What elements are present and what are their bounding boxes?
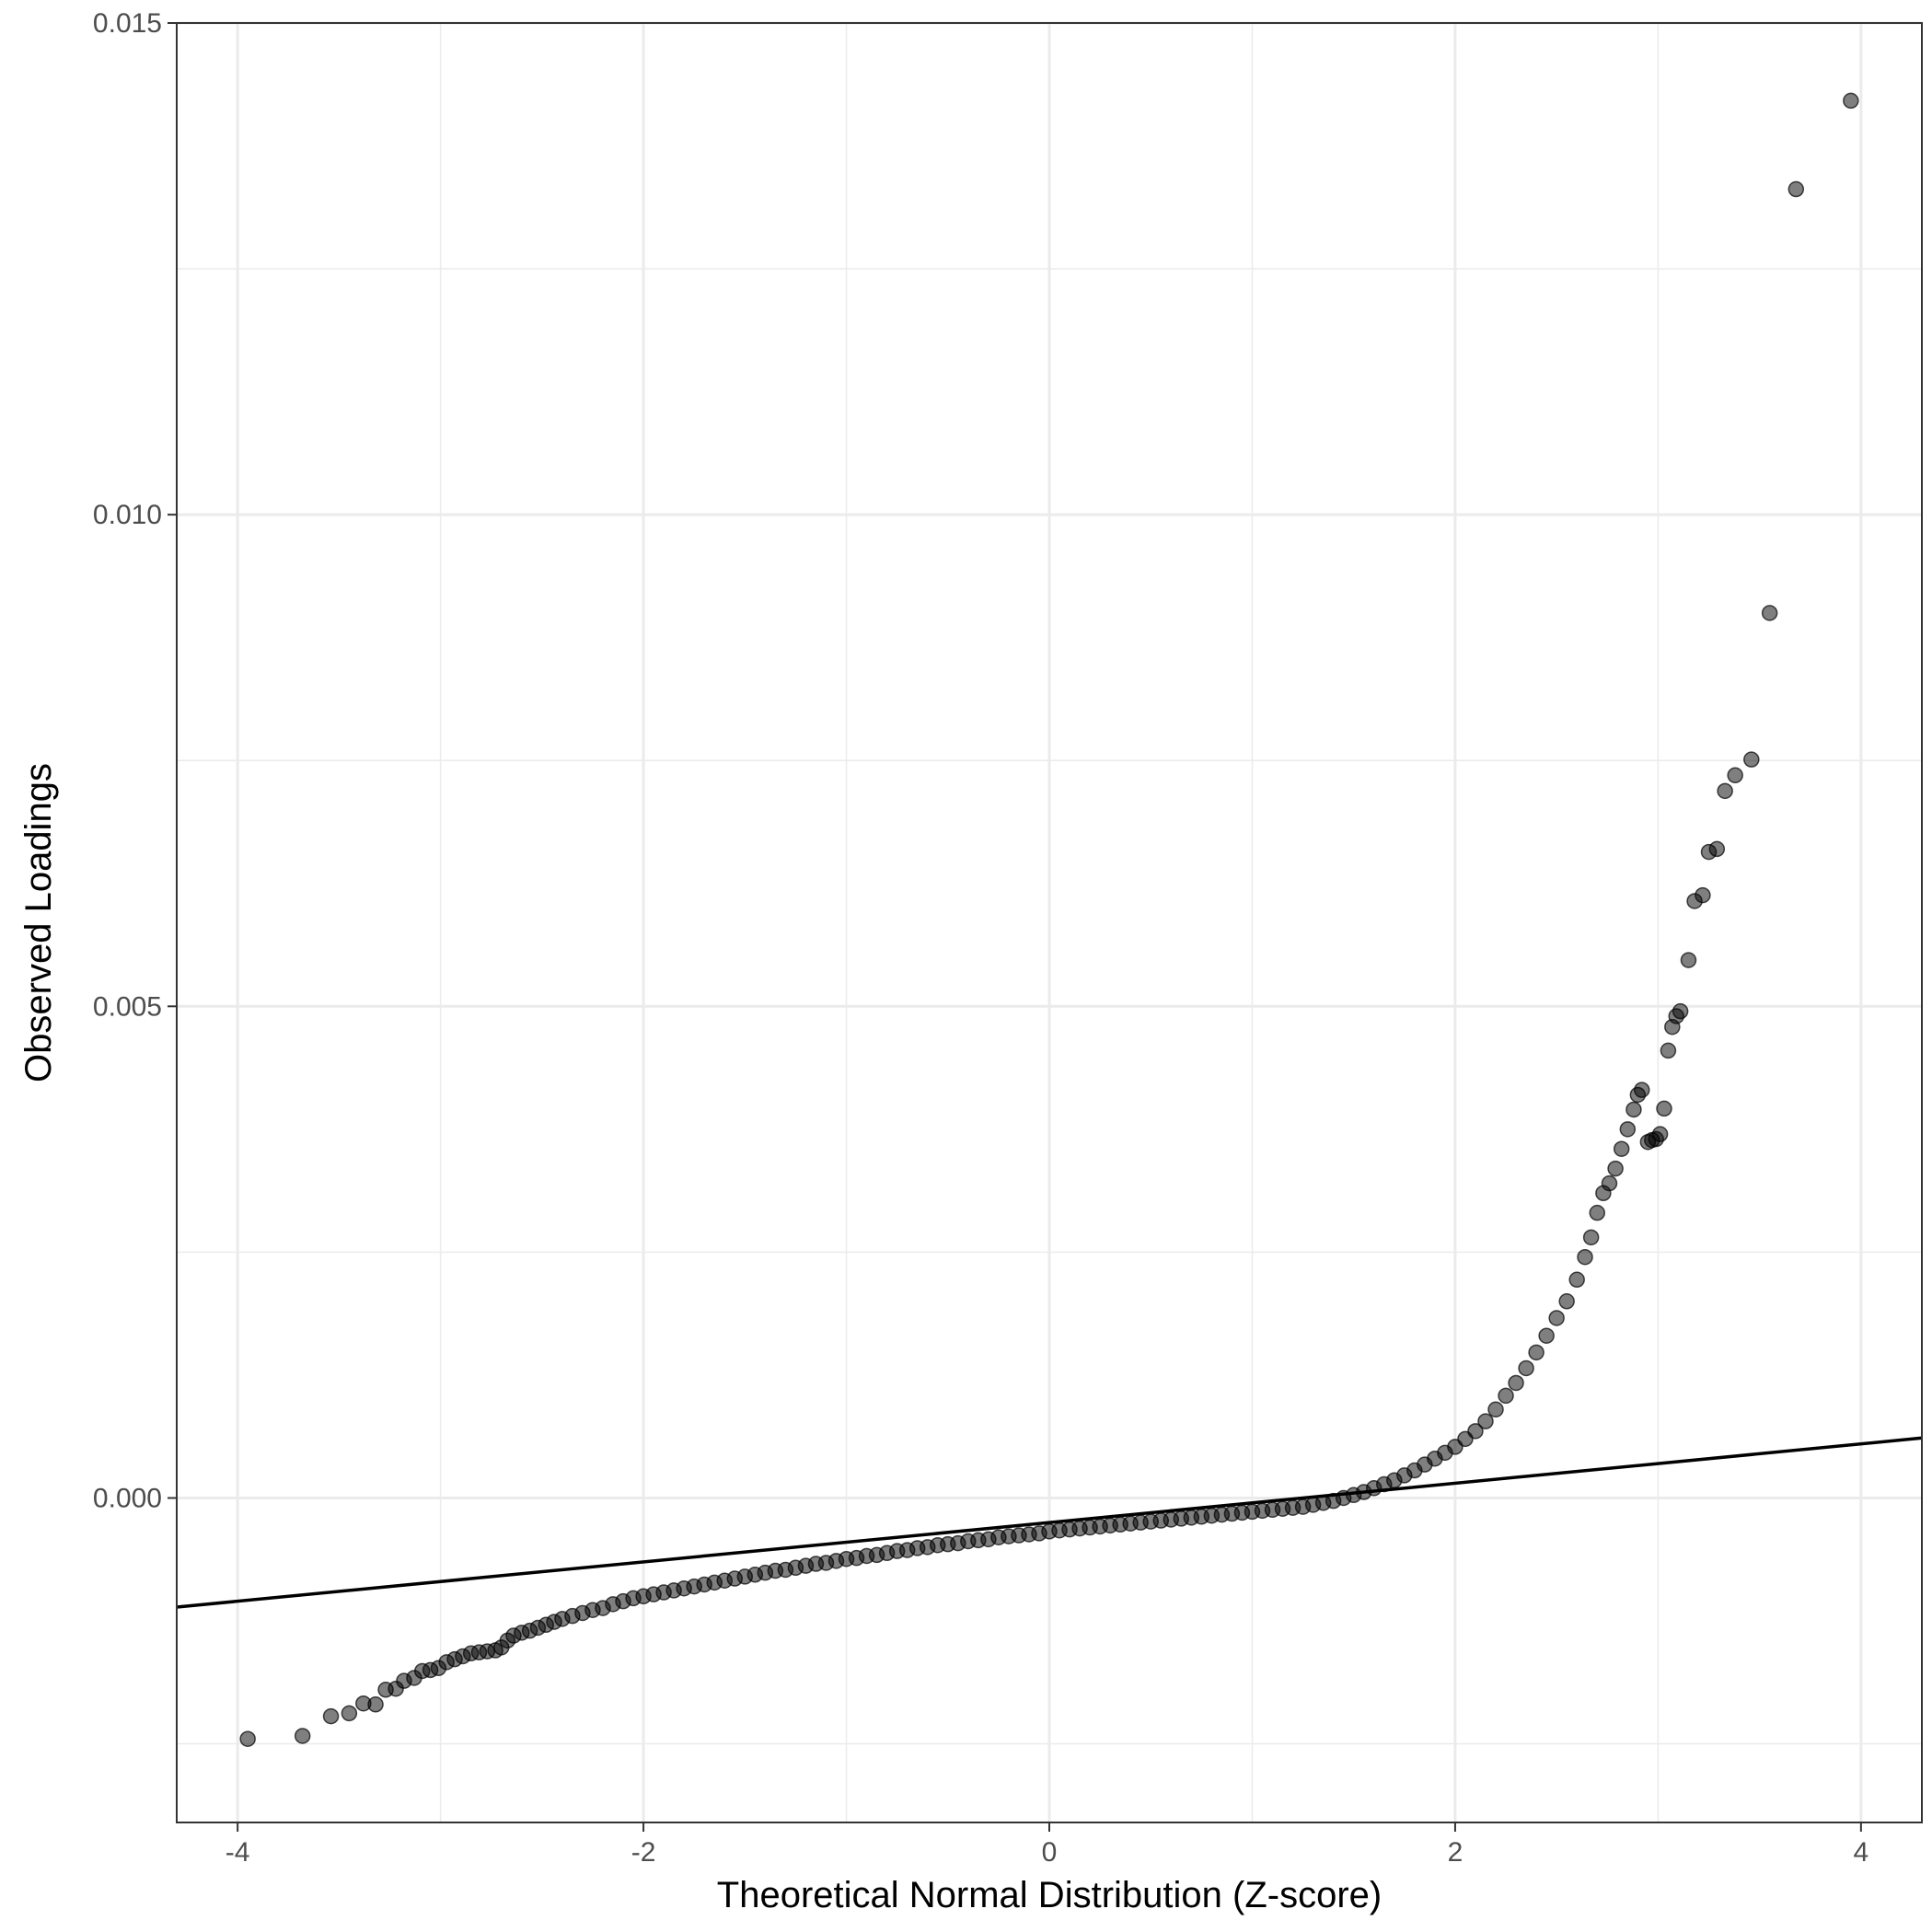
- data-point: [1568, 1271, 1585, 1289]
- data-point: [1743, 751, 1760, 768]
- data-point: [1656, 1100, 1672, 1117]
- data-point: [1660, 1042, 1677, 1059]
- x-tick-label: 0: [1042, 1837, 1058, 1868]
- data-point: [1761, 605, 1778, 621]
- data-point: [1589, 1204, 1606, 1221]
- data-point: [1558, 1293, 1575, 1310]
- data-point: [1548, 1310, 1565, 1326]
- x-tick-label: 4: [1854, 1837, 1869, 1868]
- x-tick-label: 2: [1448, 1837, 1463, 1868]
- y-tick-label: 0.005: [93, 991, 162, 1022]
- data-point: [1518, 1359, 1534, 1377]
- data-point: [1577, 1248, 1593, 1266]
- data-point: [1538, 1327, 1555, 1344]
- x-axis-title: Theoretical Normal Distribution (Z-score…: [717, 1875, 1382, 1915]
- data-point: [1708, 840, 1726, 858]
- data-point: [341, 1705, 358, 1722]
- data-point: [1727, 767, 1743, 784]
- y-tick-label: 0.010: [93, 500, 162, 530]
- data-point: [1651, 1126, 1669, 1142]
- data-point: [1601, 1174, 1618, 1192]
- y-axis: 0.000 0.005 0.010 0.015: [93, 8, 177, 1513]
- x-tick-label: -2: [631, 1837, 656, 1868]
- data-points: [239, 92, 1859, 1747]
- data-point: [294, 1728, 311, 1744]
- data-point: [1607, 1160, 1624, 1177]
- x-axis: -4 -2 0 2 4: [226, 1822, 1868, 1868]
- reference-line: [176, 1436, 1923, 1609]
- data-point: [322, 1707, 340, 1725]
- data-point: [1582, 1229, 1600, 1246]
- data-point: [1672, 1002, 1689, 1020]
- data-point: [1487, 1401, 1504, 1418]
- data-point: [1477, 1413, 1494, 1429]
- data-point: [1619, 1121, 1637, 1138]
- data-point: [1843, 92, 1859, 110]
- data-point: [1467, 1423, 1484, 1440]
- data-point: [367, 1696, 384, 1713]
- y-axis-title: Observed Loadings: [18, 763, 59, 1082]
- data-point: [1528, 1344, 1544, 1361]
- data-point: [1680, 952, 1697, 968]
- data-point: [1613, 1140, 1630, 1157]
- y-tick-label: 0.015: [93, 8, 162, 39]
- data-point: [1717, 782, 1733, 800]
- data-point: [1498, 1387, 1514, 1405]
- data-point: [1508, 1374, 1524, 1392]
- data-point: [1787, 180, 1805, 198]
- data-point: [1695, 886, 1711, 904]
- data-point: [239, 1730, 256, 1747]
- data-point: [1625, 1101, 1642, 1118]
- y-tick-label: 0.000: [93, 1483, 162, 1513]
- data-point: [1634, 1082, 1650, 1098]
- x-tick-label: -4: [226, 1837, 250, 1868]
